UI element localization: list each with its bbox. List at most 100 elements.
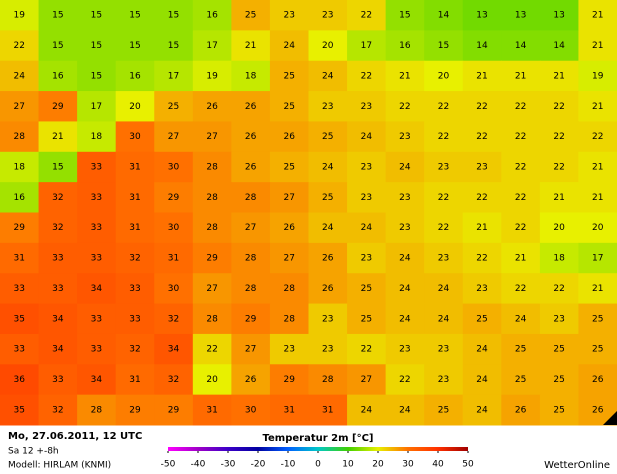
temperature-label: 23 — [361, 102, 372, 112]
temperature-label: 15 — [168, 41, 179, 51]
temperature-cell — [385, 303, 425, 335]
temperature-cell — [115, 91, 155, 122]
temperature-label: 25 — [438, 405, 449, 415]
temperature-label: 33 — [129, 284, 140, 294]
temperature-cell — [192, 273, 232, 305]
temperature-label: 27 — [245, 223, 256, 233]
temperature-cell — [269, 91, 309, 122]
temperature-label: 16 — [399, 41, 411, 51]
temperature-cell — [154, 0, 194, 31]
temperature-cell — [154, 333, 194, 365]
temperature-cell — [192, 91, 232, 122]
temperature-cell — [0, 0, 40, 31]
temperature-label: 31 — [129, 162, 140, 172]
temperature-cell — [385, 242, 425, 274]
temperature-label: 21 — [592, 102, 603, 112]
temperature-label: 28 — [322, 375, 334, 385]
temperature-cell — [115, 151, 155, 183]
temperature-label: 18 — [245, 71, 257, 81]
temperature-cell — [192, 0, 232, 31]
temperature-cell — [385, 212, 425, 244]
temperature-cell — [77, 242, 117, 274]
temperature-cell — [0, 121, 40, 153]
temperature-cell — [501, 212, 541, 244]
temperature-label: 16 — [14, 193, 26, 203]
temperature-cell — [0, 242, 40, 274]
legend-tick-label: 40 — [432, 460, 444, 470]
temperature-cell — [578, 121, 617, 153]
temperature-label: 25 — [322, 193, 333, 203]
temperature-cell — [192, 151, 232, 183]
legend: -50 -40 -30 -20 -10 0 10 20 30 40 50 — [161, 447, 474, 470]
temperature-cell — [77, 60, 117, 92]
temperature-label: 25 — [553, 345, 564, 355]
temperature-cell — [192, 303, 232, 335]
temperature-label: 29 — [206, 254, 218, 264]
temperature-cell — [192, 121, 232, 153]
temperature-cell — [154, 303, 194, 335]
legend-tick-label: -50 — [161, 460, 176, 470]
temperature-label: 32 — [52, 405, 63, 415]
temperature-label: 21 — [592, 193, 603, 203]
temperature-cell — [269, 60, 309, 92]
temperature-cell — [385, 394, 425, 426]
temperature-cell — [539, 273, 579, 305]
temperature-cell — [539, 121, 579, 153]
temperature-label: 15 — [52, 41, 63, 51]
temperature-cell — [154, 91, 194, 122]
temperature-label: 20 — [553, 223, 565, 233]
temperature-label: 32 — [52, 223, 63, 233]
temperature-cell — [0, 303, 40, 335]
temperature-cell — [269, 121, 309, 153]
temperature-cell — [347, 212, 387, 244]
temperature-label: 22 — [361, 71, 372, 81]
temperature-cell — [38, 60, 78, 92]
temperature-cell — [154, 394, 194, 426]
temperature-label: 25 — [322, 132, 333, 142]
temperature-label: 35 — [14, 405, 25, 415]
temperature-cell — [154, 242, 194, 274]
temperature-label: 24 — [361, 405, 373, 415]
temperature-cell — [539, 91, 579, 122]
temperature-cell — [38, 121, 78, 153]
temperature-cell — [269, 30, 309, 62]
temperature-cell — [462, 151, 502, 183]
temperature-cell — [231, 394, 271, 426]
temperature-label: 34 — [91, 375, 103, 385]
temperature-label: 24 — [515, 314, 527, 324]
temperature-cell — [501, 60, 541, 92]
temperature-label: 22 — [438, 132, 449, 142]
temperature-cell — [77, 182, 117, 213]
temperature-label: 34 — [52, 314, 64, 324]
temperature-cell — [154, 151, 194, 183]
temperature-label: 30 — [245, 405, 257, 415]
temperature-cell — [578, 0, 617, 31]
temperature-cell — [424, 0, 464, 31]
temperature-cell — [424, 394, 464, 426]
temperature-cell — [115, 364, 155, 396]
temperature-cell — [539, 364, 579, 396]
temperature-cell — [385, 91, 425, 122]
temperature-label: 22 — [14, 41, 25, 51]
temperature-label: 28 — [206, 314, 218, 324]
temperature-label: 27 — [206, 132, 217, 142]
temperature-label: 33 — [91, 254, 102, 264]
temperature-cell — [424, 333, 464, 365]
temperature-label: 17 — [361, 41, 372, 51]
temperature-cell — [0, 60, 40, 92]
temperature-label: 27 — [206, 284, 217, 294]
temperature-cell — [115, 394, 155, 426]
temperature-cell — [0, 364, 40, 396]
temperature-cell — [192, 60, 232, 92]
temperature-label: 26 — [245, 162, 257, 172]
temperature-cell — [308, 182, 348, 213]
temperature-label: 26 — [322, 254, 334, 264]
temperature-label: 19 — [14, 11, 26, 21]
temperature-cell — [269, 182, 309, 213]
temperature-label: 21 — [592, 284, 603, 294]
temperature-cell — [115, 121, 155, 153]
temperature-cell — [192, 182, 232, 213]
temperature-cell — [77, 121, 117, 153]
